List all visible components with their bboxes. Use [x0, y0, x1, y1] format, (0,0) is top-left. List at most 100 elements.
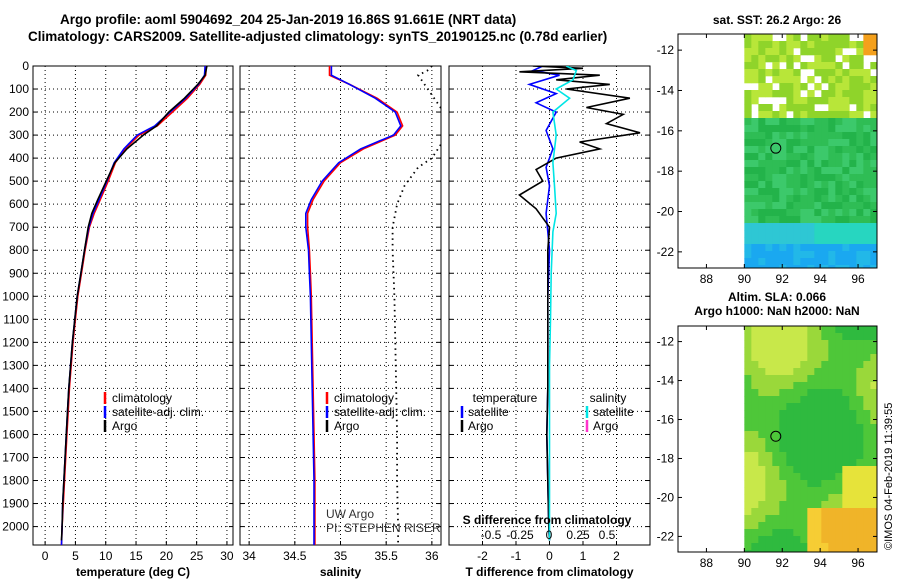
- map-data-cell: [807, 118, 815, 126]
- xtick-label: 35.5: [375, 549, 399, 563]
- map-data-cell: [800, 473, 808, 481]
- map-data-cell: [828, 361, 836, 369]
- map-data-cell: [814, 174, 822, 182]
- map-data-cell: [751, 354, 759, 362]
- map-data-cell: [849, 265, 857, 269]
- map-data-cell: [779, 244, 787, 252]
- map-data-cell: [821, 410, 829, 418]
- map-data-cell: [751, 522, 759, 530]
- map-data-cell: [821, 326, 829, 334]
- map-data-cell: [779, 515, 787, 523]
- map-data-cell: [786, 501, 794, 509]
- map-data-cell: [786, 340, 794, 348]
- map-data-cell: [765, 188, 773, 196]
- map-data-cell: [870, 216, 878, 224]
- map-data-cell: [842, 515, 850, 523]
- map-data-cell: [863, 69, 871, 77]
- map-data-cell: [814, 153, 822, 161]
- map-data-cell: [793, 375, 801, 383]
- map-data-cell: [786, 139, 794, 147]
- xtick-label: 30: [220, 549, 234, 563]
- map-data-cell: [779, 146, 787, 154]
- map-data-cell: [863, 473, 871, 481]
- map-data-cell: [849, 181, 857, 189]
- map-data-cell: [870, 396, 878, 404]
- xtick-label: 34.5: [283, 549, 307, 563]
- map-data-cell: [765, 251, 773, 259]
- map-data-cell: [744, 160, 752, 168]
- map-data-cell: [849, 167, 857, 175]
- map-data-cell: [849, 90, 857, 98]
- map-data-cell: [856, 111, 864, 119]
- map-data-cell: [744, 90, 752, 98]
- map-data-cell: [758, 543, 766, 551]
- map-data-cell: [751, 41, 759, 49]
- map-data-cell: [870, 118, 878, 126]
- map-data-cell: [863, 424, 871, 432]
- map-data-cell: [828, 265, 836, 269]
- map-data-cell: [842, 139, 850, 147]
- map-data-cell: [772, 41, 780, 49]
- map-data-cell: [779, 508, 787, 516]
- map-data-cell: [828, 104, 836, 112]
- map-data-cell: [744, 452, 752, 460]
- map-data-cell: [842, 167, 850, 175]
- map-data-cell: [856, 132, 864, 140]
- map-data-cell: [814, 62, 822, 70]
- map-data-cell: [793, 174, 801, 182]
- map-data-cell: [758, 209, 766, 217]
- map-data-cell: [800, 258, 808, 266]
- map-data-cell: [751, 223, 759, 231]
- map-data-cell: [821, 69, 829, 77]
- map-data-cell: [863, 244, 871, 252]
- map-data-cell: [786, 445, 794, 453]
- map-data-cell: [793, 536, 801, 544]
- map-data-cell: [814, 188, 822, 196]
- map-data-cell: [856, 265, 864, 269]
- map-data-cell: [744, 111, 752, 119]
- map-data-cell: [821, 132, 829, 140]
- map-data-cell: [835, 83, 843, 91]
- map-data-cell: [856, 118, 864, 126]
- map-data-cell: [821, 195, 829, 203]
- map-data-cell: [849, 97, 857, 105]
- map-data-cell: [821, 188, 829, 196]
- map-data-cell: [821, 459, 829, 467]
- map-data-cell: [814, 202, 822, 210]
- map-data-cell: [870, 174, 878, 182]
- map-data-cell: [849, 424, 857, 432]
- map-data-cell: [870, 389, 878, 397]
- map-data-cell: [744, 153, 752, 161]
- map-data-cell: [835, 111, 843, 119]
- map-data-cell: [821, 340, 829, 348]
- map-data-cell: [744, 375, 752, 383]
- map-data-cell: [786, 48, 794, 56]
- map-data-cell: [849, 452, 857, 460]
- xaxis-label-salinity-difference: S difference from climatology: [463, 513, 632, 527]
- map-data-cell: [772, 452, 780, 460]
- map-data-cell: [870, 438, 878, 446]
- ytick-label: 1800: [2, 474, 29, 488]
- map-data-cell: [842, 438, 850, 446]
- map-data-cell: [786, 347, 794, 355]
- map-data-cell: [786, 90, 794, 98]
- map-data-cell: [793, 480, 801, 488]
- map-data-cell: [744, 202, 752, 210]
- map-data-cell: [828, 543, 836, 551]
- map-data-cell: [856, 529, 864, 537]
- map-data-cell: [828, 403, 836, 411]
- map-data-cell: [772, 195, 780, 203]
- map-data-cell: [835, 167, 843, 175]
- map-data-cell: [828, 396, 836, 404]
- map-data-cell: [772, 361, 780, 369]
- map-data-cell: [772, 480, 780, 488]
- map-data-cell: [779, 258, 787, 266]
- map-data-cell: [786, 188, 794, 196]
- map-data-cell: [772, 529, 780, 537]
- map-data-cell: [772, 445, 780, 453]
- map-data-cell: [744, 258, 752, 266]
- map-data-cell: [835, 146, 843, 154]
- map-data-cell: [779, 209, 787, 217]
- map-data-cell: [828, 494, 836, 502]
- map-data-cell: [786, 480, 794, 488]
